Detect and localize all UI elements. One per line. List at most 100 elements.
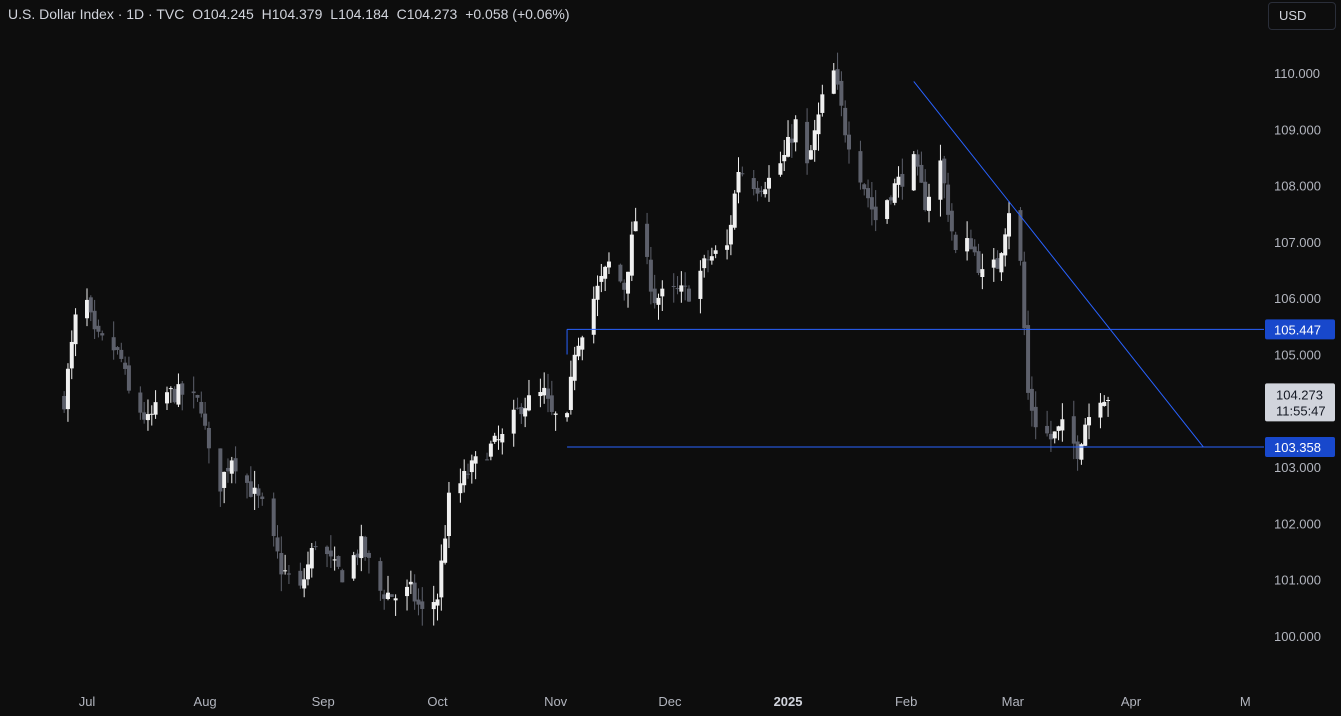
candle [1033,391,1038,440]
candle-body [603,266,608,279]
candle-body [123,362,128,369]
candle-body [62,395,67,410]
candle-body [420,601,425,609]
candle [1098,393,1103,429]
candle [645,212,650,265]
candle-body [789,138,794,143]
candle [728,215,733,256]
candle-body [755,187,760,194]
candle-body [991,259,996,268]
candle [142,402,147,424]
candle [389,594,394,597]
candle-body [88,297,93,313]
close-value: 104.273 [406,6,458,22]
candle [538,378,543,408]
candle-body [652,288,657,304]
candle-body [142,412,147,420]
candle-body [138,392,143,413]
candle-body [203,413,208,426]
candle-body [622,282,627,290]
candle [256,484,261,508]
candle-body [656,297,661,305]
symbol-title: U.S. Dollar Index · 1D · TVC [8,6,185,22]
candle [523,397,528,428]
currency-button[interactable]: USD [1268,2,1336,30]
candle-body [1022,261,1027,329]
candle-body [195,394,200,398]
candle-body [275,537,280,552]
x-tick-label: Mar [1002,694,1025,709]
candle-body [286,573,291,575]
candle-body [843,107,848,136]
candle [1029,376,1034,427]
candle [965,221,970,261]
candle [206,421,211,464]
candle [336,555,341,570]
candle [431,585,436,626]
last-price-label: 104.273 [1276,387,1323,402]
candle-body [115,347,120,350]
candle [355,549,360,566]
candle-body [233,458,238,472]
candle [732,190,737,230]
candle-body [648,259,653,292]
candle-body [283,570,288,572]
candle [831,63,836,95]
candle-body [793,119,798,143]
candle-body [1048,433,1053,440]
trendline[interactable] [913,81,1204,448]
candle [938,144,943,217]
candle [656,293,661,320]
candle-body [888,197,893,201]
candle [591,286,596,344]
candle-body [435,599,440,606]
candle [660,280,665,312]
candle [305,551,310,586]
candle [393,594,398,616]
candle-body [222,471,227,488]
candle [782,139,787,172]
candle [572,346,577,391]
candle-body [679,285,684,292]
candle-body [408,581,413,585]
low-value: 104.184 [338,6,389,22]
candle-body [568,376,573,410]
candle [1026,310,1031,400]
candle [1045,410,1050,437]
candle [542,372,547,404]
candle-body [515,407,520,409]
candle-body [325,546,330,555]
candle-body [332,559,337,561]
candle [351,551,356,581]
candle [629,221,634,282]
candle-body [808,150,813,160]
candle-body [786,136,791,157]
y-tick-label: 110.000 [1274,66,1320,81]
candle-body [523,408,528,417]
candle-body [968,238,973,250]
candle-body [1052,431,1057,439]
x-tick-label: Jul [79,694,96,709]
candle-body [866,188,871,199]
candle-body [168,388,173,390]
candle-body [892,183,897,203]
candle [686,285,691,302]
candle-body [626,271,631,294]
candle-body [606,261,611,268]
candle [511,399,516,447]
candle-body [580,337,585,350]
candle-body [485,459,490,461]
candle-body [225,467,230,472]
candle [839,71,844,117]
candle [446,481,451,549]
close-label: C [396,6,407,22]
candle-body [995,258,1000,269]
candle [576,337,581,361]
candle [980,253,985,290]
candle-body [328,550,333,557]
y-tick-label: 103.000 [1274,460,1321,475]
candle-body [416,599,421,605]
high-value: 104.379 [271,6,323,22]
